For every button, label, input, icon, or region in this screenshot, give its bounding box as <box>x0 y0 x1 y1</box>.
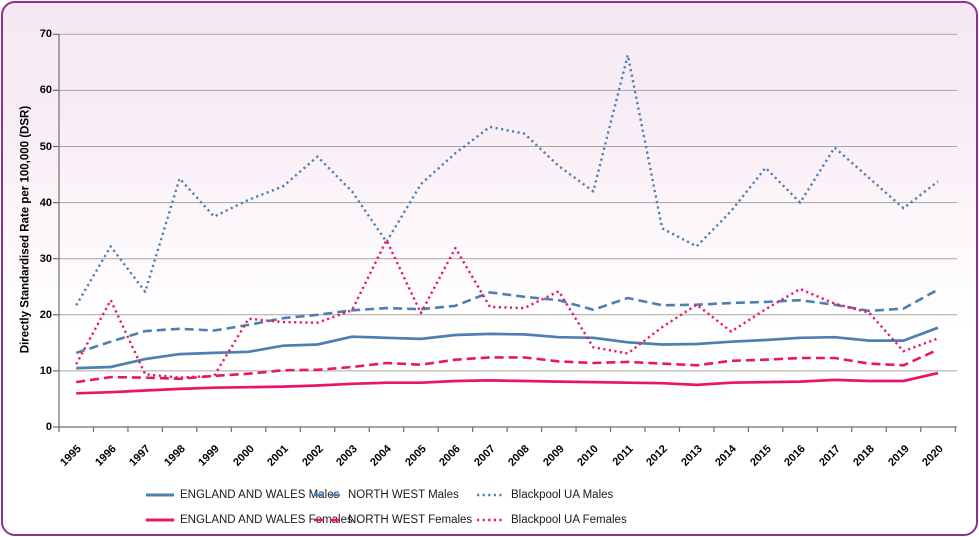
legend-item-north-west-males: NORTH WEST Males <box>313 487 459 503</box>
series-line-england-and-wales-females <box>76 371 939 395</box>
legend-marker-solid-line-icon <box>146 493 174 497</box>
legend-label: Blackpool UA Females <box>511 514 627 526</box>
legend-item-blackpool-ua-females: Blackpool UA Females <box>476 512 627 528</box>
legend-label: NORTH WEST Females <box>348 514 473 526</box>
y-axis-label-50: 50 <box>39 140 52 153</box>
legend-marker-solid-line-icon <box>146 518 174 522</box>
series-line-north-west-females <box>76 348 939 384</box>
y-axis-label-0: 0 <box>45 421 52 433</box>
y-axis-label-20: 20 <box>39 308 52 321</box>
legend-label: ENGLAND AND WALES Females <box>180 514 353 526</box>
y-axis-label-30: 30 <box>39 252 52 265</box>
legend-item-england-and-wales-females: ENGLAND AND WALES Females <box>145 512 353 528</box>
legend-marker-dashed-line-icon <box>314 518 342 522</box>
plot-area <box>53 33 957 432</box>
legend-label: NORTH WEST Males <box>348 489 459 501</box>
y-axis-label-70: 70 <box>39 28 52 41</box>
legend-label: ENGLAND AND WALES Males <box>180 489 340 501</box>
legend-label: Blackpool UA Males <box>511 489 614 501</box>
legend-item-england-and-wales-males: ENGLAND AND WALES Males <box>145 487 339 503</box>
legend-item-blackpool-ua-males: Blackpool UA Males <box>476 487 613 503</box>
series-line-blackpool-ua-males <box>75 53 939 306</box>
legend-item-north-west-females: NORTH WEST Females <box>313 512 472 528</box>
legend-marker-dashed-line-icon <box>314 493 342 497</box>
y-axis-label-10: 10 <box>39 364 52 377</box>
y-axis-label-60: 60 <box>39 84 52 97</box>
legend-marker-dotted-line-icon <box>477 518 505 522</box>
y-axis-label-40: 40 <box>39 196 52 209</box>
series-line-north-west-males <box>75 288 939 355</box>
legend-marker-dotted-line-icon <box>477 493 505 497</box>
series-line-england-and-wales-males <box>76 326 939 370</box>
